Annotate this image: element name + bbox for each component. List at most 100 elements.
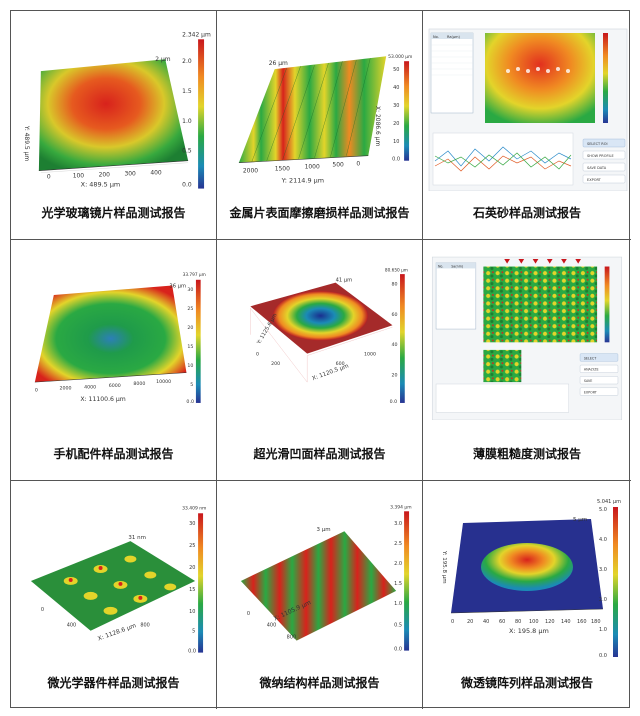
save-button[interactable] bbox=[579, 376, 619, 385]
report-caption[interactable]: 微光学器件样品测试报告 bbox=[47, 676, 180, 690]
peak-label: 5 μm bbox=[573, 517, 587, 523]
color-scale-bar bbox=[603, 33, 608, 123]
color-scale-bar bbox=[604, 266, 610, 343]
report-caption[interactable]: 微透镜阵列样品测试报告 bbox=[460, 676, 593, 690]
x-tick: 160 bbox=[577, 619, 587, 625]
button-label: SAVE DATA bbox=[587, 166, 607, 170]
scale-tick: 15 bbox=[187, 344, 193, 350]
scale-tick: 20 bbox=[189, 565, 195, 571]
x-tick: 100 bbox=[73, 173, 85, 180]
report-card-concave[interactable]: 0 200 600 1000 X: 1120.5 μm Y: 1125.6 μm… bbox=[217, 240, 423, 481]
report-card-micro-nano[interactable]: 0 400 800 X: 1105.9 μm 3 μm 3.394 μm 3.0… bbox=[217, 481, 423, 709]
scale-tick: 5 bbox=[192, 629, 195, 635]
report-caption[interactable]: 石英砂样品测试报告 bbox=[472, 206, 581, 220]
button-label: SELECT ROI bbox=[587, 142, 608, 146]
report-caption[interactable]: 手机配件样品测试报告 bbox=[53, 447, 174, 461]
peak-label: 26 μm bbox=[269, 60, 288, 67]
button-label: EXPORT bbox=[587, 178, 602, 182]
concave-region bbox=[273, 291, 368, 341]
scale-tick: 0.0 bbox=[182, 182, 192, 189]
scale-max-label: 5.041 μm bbox=[597, 499, 621, 505]
scale-tick: 50 bbox=[393, 67, 399, 73]
surface-plot-phone-parts: 0 2000 4000 6000 8000 10000 X: 11100.6 μ… bbox=[34, 272, 206, 405]
scale-tick: 1.0 bbox=[394, 601, 402, 607]
table-header: Sa(nm) bbox=[451, 264, 463, 268]
report-card-microlens[interactable]: 0 20 40 60 80 100 120 140 160 180 X: 195… bbox=[423, 481, 631, 709]
thumbnail-map bbox=[483, 349, 522, 383]
report-caption[interactable]: 光学玻璃镜片样品测试报告 bbox=[41, 206, 186, 220]
button-label: EXPORT bbox=[584, 390, 598, 394]
report-caption[interactable]: 微纳结构样品测试报告 bbox=[259, 676, 380, 690]
x-tick: 400 bbox=[150, 170, 162, 177]
x-tick: 120 bbox=[545, 619, 555, 625]
peak-label: 36 μm bbox=[169, 283, 186, 289]
scale-tick: 0.0 bbox=[599, 653, 607, 659]
x-tick: 400 bbox=[67, 623, 76, 629]
x-tick: 8000 bbox=[133, 381, 145, 387]
peak-label: 2 μm bbox=[155, 56, 170, 63]
surface bbox=[34, 285, 187, 383]
select-roi-button[interactable] bbox=[582, 138, 626, 148]
x-tick: 2000 bbox=[60, 386, 72, 392]
report-card-metal-wear[interactable]: 2000 1500 1000 500 0 Y: 2114.9 μm X: 208… bbox=[217, 11, 423, 240]
scale-tick: 10 bbox=[393, 139, 399, 145]
x-tick: 80 bbox=[515, 619, 521, 625]
scale-tick: 0.0 bbox=[394, 647, 402, 653]
x-axis-readout: X: 1120.5 μm bbox=[312, 363, 351, 382]
report-card-optical-glass[interactable]: 0 100 200 300 400 X: 489.5 μm Y: 489.5 μ… bbox=[11, 11, 217, 240]
x-tick: 180 bbox=[591, 619, 601, 625]
x-axis-readout: X: 1128.6 μm bbox=[97, 622, 138, 642]
surface bbox=[30, 541, 196, 631]
scale-tick: 15 bbox=[189, 587, 195, 593]
show-profile-button[interactable] bbox=[582, 150, 626, 160]
color-scale-bar bbox=[404, 511, 410, 651]
report-card-phone-parts[interactable]: 0 2000 4000 6000 8000 10000 X: 11100.6 μ… bbox=[11, 240, 217, 481]
scale-tick: 1.5 bbox=[182, 88, 192, 95]
select-button[interactable] bbox=[579, 353, 619, 362]
report-caption[interactable]: 金属片表面摩擦磨损样品测试报告 bbox=[229, 206, 410, 220]
x-tick: 4000 bbox=[84, 385, 96, 391]
report-caption[interactable]: 薄膜粗糙度测试报告 bbox=[472, 447, 581, 461]
scale-tick: 20 bbox=[187, 325, 193, 331]
surface-plot-optical-glass: 0 100 200 300 400 X: 489.5 μm Y: 489.5 μ… bbox=[23, 31, 211, 189]
button-label: ANALYZE bbox=[584, 368, 599, 372]
scale-tick: 3.0 bbox=[599, 567, 607, 573]
color-scale-bar bbox=[198, 39, 205, 189]
software-screenshot-quartz: No. Ra(μm) SELECT ROI SHOW PROFILE SAVE … bbox=[428, 28, 628, 191]
color-scale-bar bbox=[400, 274, 405, 403]
report-caption[interactable]: 超光滑凹面样品测试报告 bbox=[253, 447, 386, 461]
color-scale-bar bbox=[195, 279, 201, 403]
scale-tick: 0.0 bbox=[390, 399, 398, 405]
data-table bbox=[430, 32, 474, 114]
peak-label: 3 μm bbox=[317, 527, 331, 533]
x-tick: 2000 bbox=[243, 168, 258, 175]
scale-tick: 10 bbox=[189, 609, 195, 615]
scale-tick: 30 bbox=[187, 287, 193, 293]
scale-max-label: 53.000 μm bbox=[388, 54, 412, 60]
scale-tick: 0.0 bbox=[392, 157, 400, 163]
x-tick: 140 bbox=[561, 619, 571, 625]
scale-tick: 4.0 bbox=[599, 537, 607, 543]
scale-max-label: 2.342 μm bbox=[182, 31, 211, 38]
analyze-button[interactable] bbox=[579, 364, 619, 373]
x-tick: 40 bbox=[483, 619, 489, 625]
scale-max-label: 3.394 μm bbox=[390, 504, 411, 510]
peak-label: 31 nm bbox=[128, 535, 145, 541]
report-card-micro-optics[interactable]: 0 400 800 X: 1128.6 μm 31 nm 33.409 nm 3… bbox=[11, 481, 217, 709]
export-button[interactable] bbox=[579, 387, 619, 396]
button-label: SAVE bbox=[584, 379, 593, 383]
export-button[interactable] bbox=[582, 174, 626, 184]
y-axis-readout: Y: 489.5 μm bbox=[23, 125, 30, 162]
x-axis-readout: X: 11100.6 μm bbox=[80, 396, 125, 403]
x-tick: 1000 bbox=[364, 352, 376, 358]
scale-max-label: 33.797 μm bbox=[183, 272, 206, 278]
x-axis-readout: X: 195.8 μm bbox=[509, 627, 549, 635]
scale-tick: 10 bbox=[187, 363, 193, 369]
surface-plot-micro-nano: 0 400 800 X: 1105.9 μm 3 μm 3.394 μm 3.0… bbox=[240, 504, 412, 653]
x-tick: 200 bbox=[99, 172, 111, 179]
report-card-film-roughness[interactable]: No. Sa(nm) SELECT ANALYZE SAVE EXPORT 薄膜… bbox=[423, 240, 631, 481]
report-card-quartz-sand[interactable]: No. Ra(μm) SELECT ROI SHOW PROFILE SAVE … bbox=[423, 11, 631, 240]
save-data-button[interactable] bbox=[582, 162, 626, 172]
peak-label: 41 μm bbox=[336, 278, 353, 284]
x-tick: 300 bbox=[124, 171, 136, 178]
